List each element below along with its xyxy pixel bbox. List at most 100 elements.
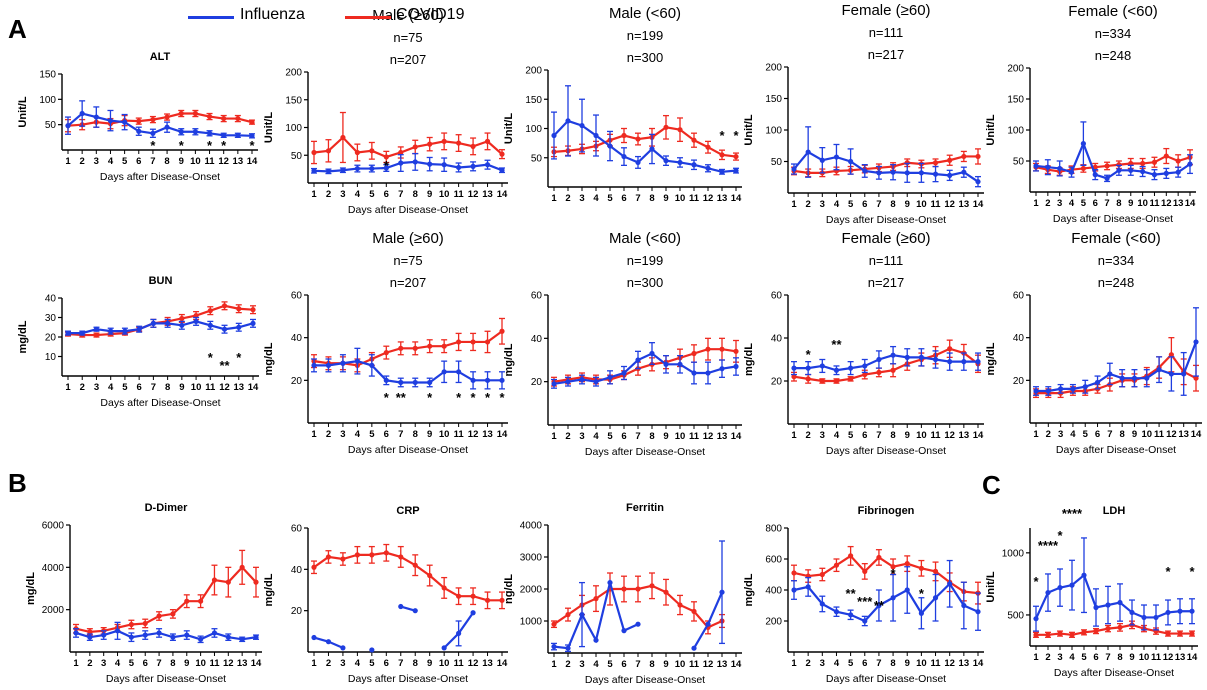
data-point	[1092, 172, 1098, 178]
data-point	[719, 366, 725, 372]
data-point	[499, 151, 505, 157]
data-point	[848, 376, 854, 382]
data-point	[607, 580, 613, 586]
x-tick-label: 10	[916, 658, 927, 669]
data-point	[791, 587, 797, 593]
x-tick-label: 9	[427, 189, 432, 200]
panel-label-c: C	[982, 470, 1001, 500]
y-tick-label: 200	[525, 66, 542, 77]
significance-marker: *	[485, 390, 491, 405]
y-axis-label: mg/dL	[17, 320, 29, 353]
data-point	[819, 157, 825, 163]
y-tick-label: 200	[765, 63, 782, 74]
data-point	[235, 115, 241, 122]
y-axis-label: Unit/L	[985, 571, 997, 602]
data-point	[876, 356, 882, 363]
x-axis-label: Days after Disease-Onset	[348, 204, 468, 216]
n-label: n=248	[1098, 275, 1135, 290]
x-tick-label: 14	[1185, 198, 1196, 209]
data-point	[705, 346, 711, 352]
y-tick-label: 30	[45, 313, 57, 324]
y-tick-label: 200	[1007, 64, 1024, 75]
data-point	[441, 343, 447, 349]
data-point	[383, 550, 389, 556]
data-point	[691, 137, 697, 143]
data-point	[833, 562, 840, 568]
n-label: n=217	[868, 275, 905, 290]
data-point	[1033, 163, 1039, 169]
x-tick-label: 2	[565, 431, 570, 442]
data-point	[1128, 167, 1134, 173]
x-tick-label: 8	[170, 658, 175, 669]
data-point	[705, 621, 711, 627]
x-axis-label: Days after Disease-Onset	[826, 214, 946, 226]
x-tick-label: 5	[129, 658, 135, 669]
data-point	[890, 367, 896, 373]
data-point	[340, 134, 346, 141]
x-tick-label: 4	[834, 199, 840, 210]
n-label: n=199	[627, 28, 664, 43]
x-tick-label: 14	[497, 189, 508, 200]
data-point	[73, 630, 79, 636]
x-tick-label: 13	[482, 189, 493, 200]
data-point	[932, 568, 939, 575]
n-label: n=207	[390, 275, 427, 290]
x-tick-label: 8	[649, 193, 654, 204]
x-tick-label: 11	[454, 429, 465, 440]
data-point	[677, 127, 683, 133]
x-tick-label: 10	[1141, 429, 1152, 440]
data-point	[249, 133, 255, 139]
data-point	[904, 170, 910, 176]
y-tick-label: 150	[285, 95, 302, 106]
x-tick-label: 1	[73, 658, 79, 669]
x-tick-label: 7	[635, 659, 640, 670]
significance-marker: **	[219, 358, 230, 373]
data-point	[412, 379, 418, 386]
x-tick-label: 6	[621, 193, 626, 204]
data-point	[369, 552, 375, 558]
data-point	[221, 303, 228, 309]
x-tick-label: 10	[191, 382, 202, 393]
x-tick-label: 8	[649, 431, 654, 442]
data-point	[805, 365, 811, 371]
data-point	[1140, 168, 1146, 175]
data-point	[1104, 163, 1110, 169]
data-point	[441, 138, 447, 144]
data-point	[1057, 630, 1063, 637]
data-point	[733, 168, 739, 174]
data-point	[719, 152, 725, 158]
x-tick-label: 14	[973, 199, 984, 210]
y-tick-label: 150	[39, 70, 56, 81]
data-point	[178, 110, 184, 117]
significance-marker: *	[806, 347, 812, 362]
x-tick-label: 8	[164, 156, 169, 167]
y-axis-label: Unit/L	[17, 96, 29, 127]
data-point	[325, 554, 332, 560]
data-point	[1069, 632, 1075, 638]
data-point	[833, 367, 840, 373]
data-point	[705, 144, 711, 150]
data-point	[136, 326, 142, 332]
x-tick-label: 5	[369, 658, 375, 669]
n-label: n=199	[627, 253, 664, 268]
chart-title: LDH	[1103, 505, 1126, 517]
data-point	[470, 593, 476, 599]
data-point	[1117, 599, 1123, 606]
data-point	[791, 365, 797, 371]
x-tick-label: 6	[143, 658, 148, 669]
chart-title: Ferritin	[626, 502, 664, 514]
x-tick-label: 8	[1116, 198, 1121, 209]
data-point	[311, 634, 317, 641]
chart-title: Male (<60)	[609, 5, 681, 22]
x-tick-label: 9	[179, 156, 184, 167]
data-point	[1151, 172, 1158, 178]
data-point	[621, 370, 627, 376]
data-point	[621, 586, 627, 592]
x-tick-label: 5	[122, 156, 128, 167]
